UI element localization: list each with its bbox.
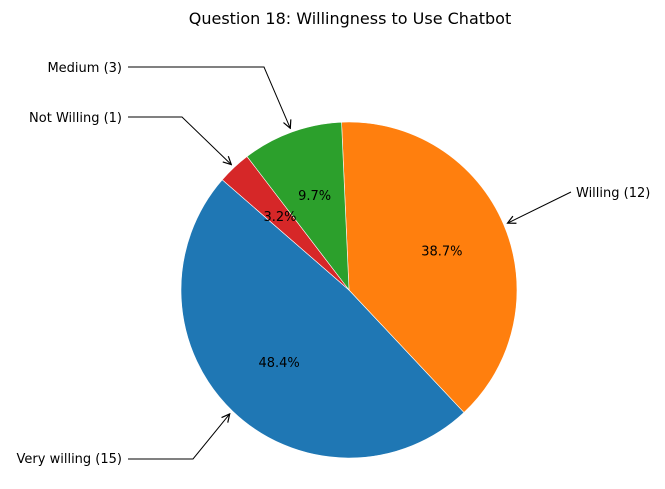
percent-label-medium: 9.7%: [298, 189, 331, 204]
pie-slice-medium: [246, 121, 350, 291]
slice-label-medium: Medium (3): [47, 61, 122, 76]
slices-layer: [180, 121, 518, 459]
percent-label-very-willing: 48.4%: [258, 356, 299, 371]
annotation-arrow-medium: [128, 66, 290, 128]
pie-slice-not-willing: [221, 156, 350, 291]
annotation-arrow-willing: [508, 191, 572, 223]
chart-title: Question 18: Willingness to Use Chatbot: [189, 9, 512, 28]
annotation-arrow-very-willing: [128, 414, 230, 460]
slice-label-not-willing: Not Willing (1): [29, 111, 122, 126]
slice-label-very-willing: Very willing (15): [17, 452, 122, 467]
percent-labels-layer: 48.4% 38.7% 9.7%3.2%: [258, 189, 462, 371]
percent-label-not-willing: 3.2%: [263, 210, 296, 225]
annotations-layer: Very willing (15) Willing (12) Medium (3) N…: [17, 61, 651, 467]
pie-slice-willing: [341, 121, 518, 413]
percent-label-willing: 38.7%: [421, 244, 462, 259]
slice-label-willing: Willing (12): [576, 186, 650, 201]
pie-slice-very-willing: [180, 179, 465, 459]
annotation-arrow-not-willing: [128, 116, 231, 165]
